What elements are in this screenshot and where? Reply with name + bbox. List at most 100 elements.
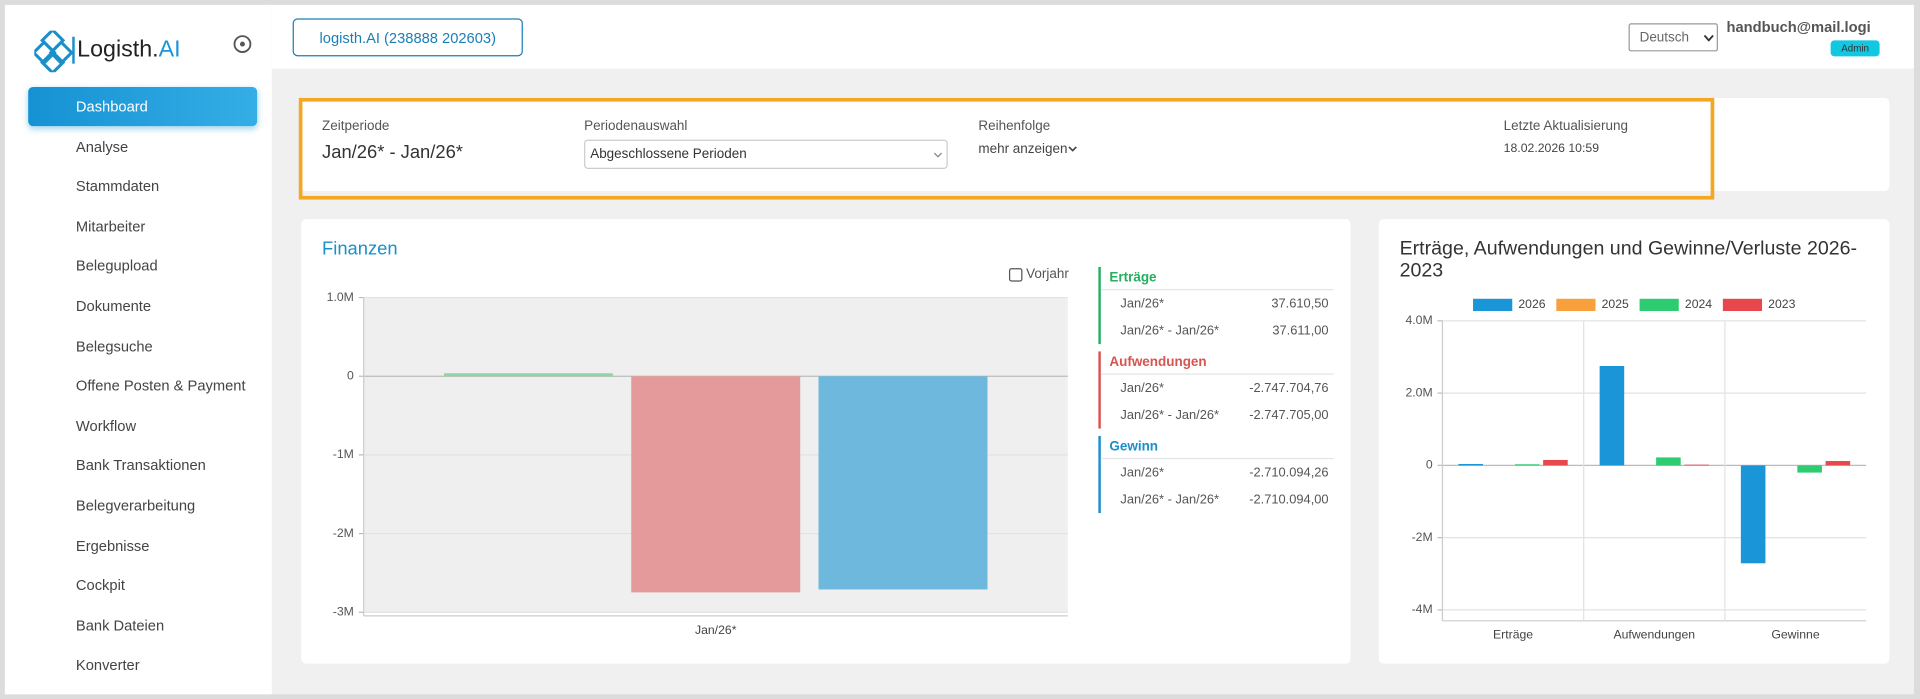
nav-item[interactable]: Bank Transaktionen <box>28 446 257 485</box>
row-value: -2.747.704,76 <box>1249 380 1329 396</box>
nav-item[interactable]: Dashboard <box>28 86 258 127</box>
summary: Erträge Jan/26* 37.610,50 Jan/26* - Jan/26*… <box>1098 266 1334 514</box>
nav-label: Cockpit <box>75 576 125 595</box>
legend-swatch <box>1722 298 1763 312</box>
nav-item[interactable]: Konverter <box>28 646 257 676</box>
x-tick-label: Jan/26* <box>695 623 737 637</box>
nav-label: Mitarbeiter <box>75 217 146 235</box>
bar <box>1514 464 1540 466</box>
nav-item[interactable]: Cockpit <box>28 566 257 605</box>
card-title: Erträge, Aufwendungen und Gewinne/Verlus… <box>1399 238 1858 282</box>
legend-swatch <box>1473 298 1513 312</box>
nav-item[interactable]: Mitarbeiter <box>28 207 257 246</box>
x-tick-label: Aufwendungen <box>1613 628 1695 642</box>
filter-value: 18.02.2026 10:59 <box>1503 142 1600 156</box>
bar <box>1797 465 1822 473</box>
nav-item[interactable]: Belegverarbeitung <box>28 486 257 525</box>
nav-label: Konverter <box>75 656 140 674</box>
header: logisth.AI (238888 202603) Deutsch handb… <box>271 4 1914 69</box>
company-button[interactable]: logisth.AI (238888 202603) <box>292 18 523 57</box>
nav-label: Stammdaten <box>75 177 160 195</box>
nav-label: Bank Dateien <box>75 616 165 635</box>
summary-section: Aufwendungen Jan/26* -2.747.704,76 Jan/26* … <box>1098 351 1334 429</box>
chart2-card: Erträge, Aufwendungen und Gewinne/Verlus… <box>1378 219 1890 664</box>
nav-item[interactable]: Bank Dateien <box>28 606 257 645</box>
summary-section: Gewinn Jan/26* -2.710.094,26 Jan/26* - Jan/… <box>1098 435 1334 514</box>
select-arrow <box>933 152 943 158</box>
language-select[interactable]: Deutsch <box>1628 23 1718 52</box>
y-tick-label: -2M <box>1412 530 1433 544</box>
link-arrow <box>1068 146 1077 152</box>
bar <box>1825 461 1851 466</box>
nav-item[interactable]: Analyse <box>28 127 257 166</box>
logo-text: Logisth. <box>77 36 159 63</box>
period-select[interactable]: Abgeschlossene Perioden <box>584 139 948 169</box>
nav-item[interactable]: Ergebnisse <box>28 526 257 565</box>
summary-row: Jan/26* - Jan/26* 37.611,00 <box>1101 317 1334 344</box>
y-tick-label: -1M <box>333 447 354 461</box>
settings-icon[interactable] <box>233 34 253 54</box>
logo: Logisth.AI <box>72 36 181 64</box>
highlight-box <box>298 97 1715 200</box>
nav-label: Belegupload <box>75 257 158 275</box>
row-label: Jan/26* <box>1120 465 1165 481</box>
nav-label: Belegverarbeitung <box>75 497 196 515</box>
summary-row: Jan/26* - Jan/26* -2.747.705,00 <box>1101 402 1334 429</box>
finanzen-card: Finanzen Vorjahr 1.0M 0 -1M -2M -3M Jan/26* E… <box>301 219 1351 664</box>
bar <box>443 373 613 377</box>
x-tick-label: Erträge <box>1493 628 1533 642</box>
summary-row: Jan/26* 37.610,50 <box>1101 290 1334 317</box>
link-text: mehr anzeigen <box>978 142 1068 157</box>
sidebar: Logisth.AI Dashboard Analyse Stammdaten Mit… <box>4 4 272 695</box>
filter-card <box>301 97 1890 192</box>
nav-item[interactable]: Belegupload <box>28 247 257 286</box>
y-tick-label: 4.0M <box>1405 313 1432 327</box>
bar <box>1656 457 1681 466</box>
user-email: handbuch@mail.logi <box>1726 18 1871 36</box>
role-badge: Admin <box>1830 40 1880 57</box>
y-tick-label: 0 <box>1426 458 1433 472</box>
x-tick-label: Gewinne <box>1771 628 1819 642</box>
bar <box>1684 464 1709 466</box>
filter-label: Zeitperiode <box>322 118 390 134</box>
checkbox-label: Vorjahr <box>1026 266 1069 282</box>
logo-icon <box>34 30 74 73</box>
summary-row: Jan/26* -2.747.704,76 <box>1101 375 1334 402</box>
summary-section: Erträge Jan/26* 37.610,50 Jan/26* - Jan/26*… <box>1098 266 1334 345</box>
nav-item[interactable]: Offene Posten & Payment <box>28 366 257 405</box>
legend-swatch <box>1639 298 1679 312</box>
y-tick-label: 2.0M <box>1405 385 1432 399</box>
row-label: Jan/26* - Jan/26* <box>1120 492 1220 507</box>
row-label: Jan/26* - Jan/26* <box>1120 323 1220 338</box>
checkbox-row: Vorjahr <box>1008 266 1069 282</box>
summary-title: Aufwendungen <box>1100 351 1334 375</box>
y-tick-label: -3M <box>333 604 354 618</box>
checkbox[interactable] <box>1008 267 1023 282</box>
card-title: Finanzen <box>322 238 398 260</box>
nav-item[interactable]: Stammdaten <box>28 167 257 206</box>
row-value: 37.610,50 <box>1271 296 1329 312</box>
row-value: -2.747.705,00 <box>1249 407 1329 423</box>
nav-label: Ergebnisse <box>75 537 150 555</box>
more-link[interactable]: mehr anzeigen <box>978 142 1078 157</box>
nav-label: Belegsuche <box>75 337 153 355</box>
language: Deutsch <box>1639 30 1690 45</box>
row-value: -2.710.094,26 <box>1249 465 1329 481</box>
bar <box>1543 459 1568 466</box>
nav-item[interactable]: Dokumente <box>28 287 257 326</box>
finanzen-chart: 1.0M 0 -1M -2M -3M Jan/26* <box>327 290 1068 637</box>
select-arrow <box>1703 34 1714 42</box>
select-value: Abgeschlossene Perioden <box>590 146 747 162</box>
legend-swatch <box>1556 298 1596 312</box>
bar <box>1740 465 1766 564</box>
summary-row: Jan/26* -2.710.094,26 <box>1101 459 1334 486</box>
nav-item[interactable]: Belegsuche <box>28 326 257 365</box>
nav-label: Workflow <box>75 417 137 435</box>
bar <box>1458 464 1483 466</box>
nav-item[interactable]: Workflow <box>28 406 257 445</box>
logo-accent: AI <box>158 36 181 63</box>
nav-label: Dokumente <box>75 297 152 315</box>
nav: Dashboard Analyse Stammdaten Mitarbeiter Bel… <box>0 0 272 676</box>
y-tick-label: 0 <box>347 368 354 382</box>
